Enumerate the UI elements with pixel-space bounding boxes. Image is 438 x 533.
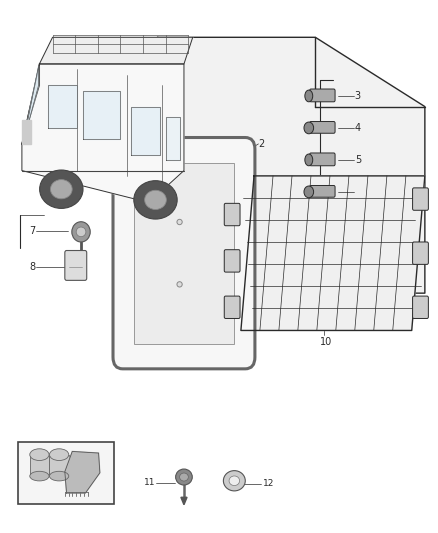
Ellipse shape <box>305 90 313 102</box>
Text: 3: 3 <box>355 91 361 101</box>
FancyBboxPatch shape <box>224 203 240 226</box>
Text: 9: 9 <box>265 312 271 322</box>
Ellipse shape <box>30 471 49 481</box>
Text: 10: 10 <box>320 337 332 347</box>
Polygon shape <box>22 64 39 144</box>
Polygon shape <box>181 497 187 505</box>
FancyBboxPatch shape <box>310 185 335 197</box>
Text: 6: 6 <box>355 187 361 197</box>
Polygon shape <box>241 176 425 330</box>
Text: 1: 1 <box>381 267 387 277</box>
Ellipse shape <box>40 170 83 208</box>
Text: 5: 5 <box>355 155 361 165</box>
Ellipse shape <box>30 449 49 461</box>
FancyBboxPatch shape <box>310 122 335 133</box>
Ellipse shape <box>177 281 182 287</box>
Bar <box>30 455 49 476</box>
FancyBboxPatch shape <box>224 296 240 319</box>
Ellipse shape <box>229 476 240 486</box>
Bar <box>49 455 69 476</box>
Bar <box>134 163 234 344</box>
FancyBboxPatch shape <box>113 138 255 369</box>
Text: 8: 8 <box>29 262 35 271</box>
Ellipse shape <box>304 186 314 198</box>
Polygon shape <box>22 64 184 203</box>
Text: 2: 2 <box>258 139 265 149</box>
Text: 4: 4 <box>355 123 361 133</box>
Polygon shape <box>78 255 85 263</box>
FancyBboxPatch shape <box>65 251 87 280</box>
Ellipse shape <box>134 181 177 219</box>
FancyBboxPatch shape <box>310 153 335 166</box>
Ellipse shape <box>72 222 90 242</box>
Ellipse shape <box>176 469 192 485</box>
FancyBboxPatch shape <box>413 296 428 319</box>
FancyBboxPatch shape <box>224 249 240 272</box>
Ellipse shape <box>49 471 69 481</box>
Ellipse shape <box>223 471 245 491</box>
Ellipse shape <box>180 473 188 481</box>
Polygon shape <box>39 37 193 64</box>
Polygon shape <box>22 120 31 144</box>
Text: 11: 11 <box>144 478 155 487</box>
Ellipse shape <box>49 449 69 461</box>
FancyBboxPatch shape <box>413 188 428 210</box>
Polygon shape <box>48 85 77 128</box>
Polygon shape <box>166 117 180 160</box>
Polygon shape <box>131 107 160 155</box>
Bar <box>18 442 114 504</box>
Text: 12: 12 <box>263 480 274 488</box>
Ellipse shape <box>145 190 166 209</box>
Polygon shape <box>65 451 100 493</box>
Ellipse shape <box>305 154 313 166</box>
Ellipse shape <box>50 180 72 199</box>
Ellipse shape <box>76 227 86 237</box>
Polygon shape <box>83 91 120 139</box>
FancyBboxPatch shape <box>310 89 335 102</box>
Text: 7: 7 <box>29 226 35 236</box>
FancyBboxPatch shape <box>413 242 428 264</box>
Polygon shape <box>24 66 39 141</box>
Polygon shape <box>158 37 425 293</box>
Ellipse shape <box>177 220 182 225</box>
Ellipse shape <box>304 122 314 134</box>
